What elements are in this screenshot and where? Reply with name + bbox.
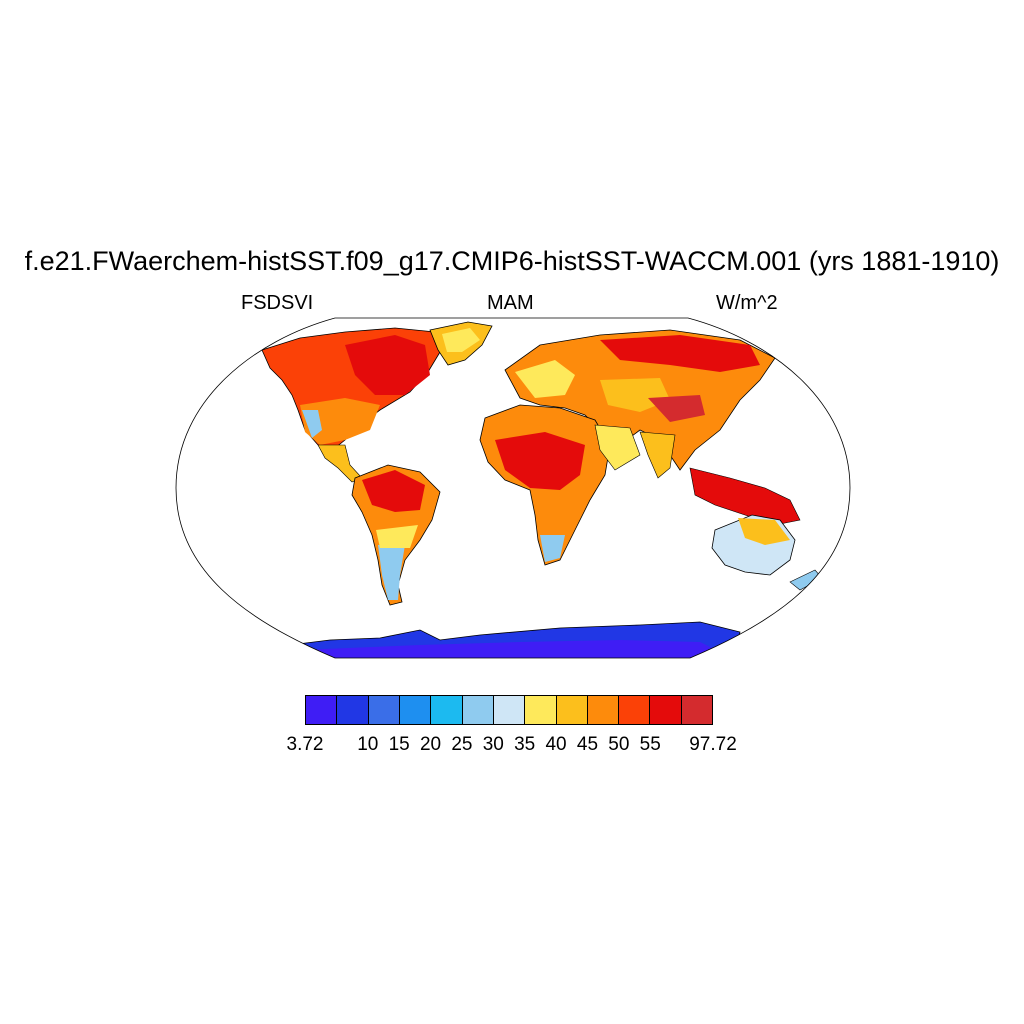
tibet-region: [648, 395, 705, 422]
colorbar-swatch: [399, 696, 432, 724]
colorbar-swatch: [493, 696, 526, 724]
colorbar-swatch: [587, 696, 620, 724]
usa-southwest-region: [302, 410, 322, 438]
usa-region: [300, 398, 380, 445]
india-region: [639, 431, 676, 479]
colorbar-label: 25: [451, 734, 473, 755]
colorbar-swatch: [462, 696, 494, 724]
colorbar-label: 97.72: [689, 734, 737, 755]
colorbar-label: 55: [639, 734, 661, 755]
sahara-region: [495, 432, 585, 490]
season-label: MAM: [487, 292, 534, 314]
colorbar-swatch: [619, 696, 651, 724]
colorbar-labels: 3.72 10 15 20 25 30 35 40 45 50 55 97.72: [0, 734, 1024, 758]
maritime-continent-region: [689, 467, 801, 526]
amazon-region: [362, 470, 425, 512]
colorbar-label: 15: [388, 734, 410, 755]
colorbar-label: 10: [357, 734, 379, 755]
variable-label: FSDSVI: [241, 292, 314, 314]
colorbar-swatch: [431, 696, 463, 724]
colorbar-swatch: [556, 696, 588, 724]
central-asia-region: [600, 378, 670, 412]
siberia-region: [600, 335, 760, 372]
colorbar-label: 3.72: [286, 734, 324, 755]
colorbar-swatch: [650, 696, 682, 724]
units-label: W/m^2: [716, 292, 778, 314]
south-america-mid-region: [376, 525, 418, 548]
canada-north-region: [345, 335, 430, 395]
greenland-interior-region: [442, 328, 480, 352]
map-boundary: [175, 317, 851, 659]
colorbar-label: 20: [419, 734, 442, 755]
australia-north-region: [738, 518, 790, 545]
colorbar-swatch: [368, 696, 400, 724]
colorbar-label: 35: [514, 734, 536, 755]
colorbar-swatch: [525, 696, 557, 724]
colorbar-label: 45: [576, 734, 599, 755]
colorbar-swatch: [337, 696, 369, 724]
antarctica-interior-region: [300, 640, 720, 658]
colorbar-label: 50: [608, 734, 630, 755]
colorbar: [305, 695, 713, 725]
colorbar-label: 40: [545, 734, 567, 755]
south-cone-region: [378, 545, 405, 600]
colorbar-swatch: [306, 696, 338, 724]
colorbar-label: 30: [482, 734, 504, 755]
arabia-region: [594, 424, 641, 471]
europe-region: [515, 360, 575, 398]
southern-africa-region: [540, 535, 565, 562]
colorbar-swatch: [681, 696, 713, 724]
chart-title: f.e21.FWaerchem-histSST.f09_g17.CMIP6-hi…: [24, 246, 1000, 276]
